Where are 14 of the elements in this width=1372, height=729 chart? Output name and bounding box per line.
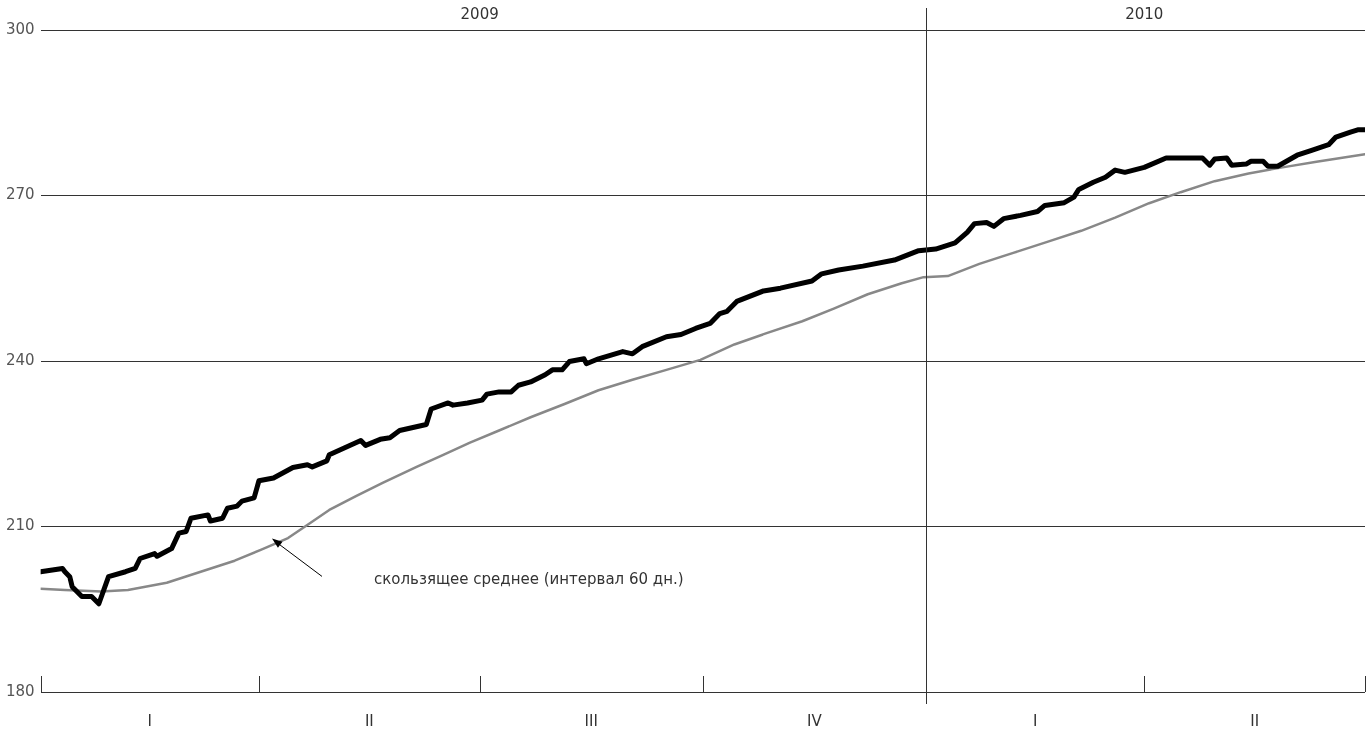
text: I xyxy=(1032,711,1038,729)
x-tick-label: 2010 xyxy=(1125,4,1164,23)
annotation: скользящее среднее (интервал 60 дн.) xyxy=(374,570,684,589)
y-tick-label: 210 xyxy=(5,516,35,535)
text: II xyxy=(1250,711,1260,729)
y-tick-label: 180 xyxy=(5,681,35,700)
text: II xyxy=(364,711,374,729)
x-tick-label: 2009 xyxy=(460,4,499,23)
y-tick-label: 300 xyxy=(5,19,35,38)
text: I xyxy=(147,711,152,729)
y-tick-label: 270 xyxy=(5,185,35,204)
text: III xyxy=(584,711,598,729)
y-tick-label: 240 xyxy=(5,350,35,369)
text: IV xyxy=(807,711,823,729)
